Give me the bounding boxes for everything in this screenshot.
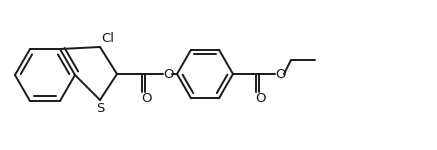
Text: Cl: Cl: [101, 33, 114, 45]
Text: O: O: [255, 93, 265, 105]
Text: S: S: [96, 102, 104, 116]
Text: O: O: [141, 93, 151, 105]
Text: O: O: [276, 68, 286, 81]
Text: O: O: [164, 68, 174, 81]
